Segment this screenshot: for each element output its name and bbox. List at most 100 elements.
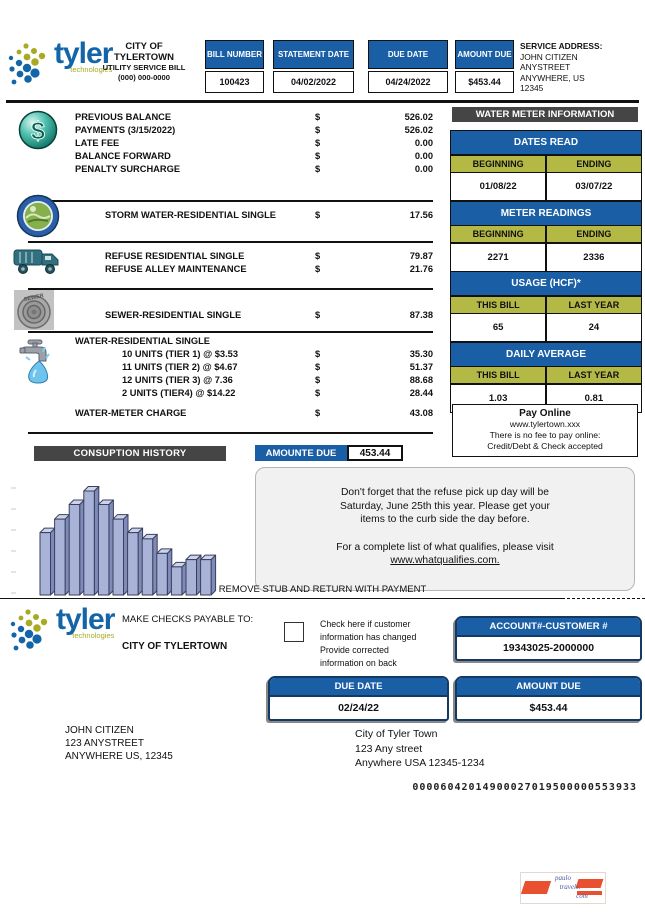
table-group-header: DATES READ [451,131,641,154]
org-phone: (000) 000-0000 [118,73,170,82]
table-col-header: BEGINNING [451,155,546,172]
charge-amount: 0.00 [414,151,433,162]
section-divider [28,200,433,202]
tyler-logo-stub: tyler technologies [8,603,115,656]
tyler-logo-dots-icon [8,43,46,85]
service-address-line: JOHN CITIZEN [520,51,578,62]
stub-divider [0,598,562,599]
brand-name: tyler [56,603,115,636]
tyler-logo: tyler technologies [6,39,113,90]
refuse-section: REFUSE RESIDENTIAL SINGLE $79.87 REFUSE A… [75,249,433,275]
stub-due-date-label: DUE DATE [270,678,447,697]
charge-label: 2 UNITS (TIER4) @ $14.22 [122,388,236,399]
account-number-label: ACCOUNT#-CUSTOMER # [457,618,640,637]
charge-label: REFUSE RESIDENTIAL SINGLE [105,250,245,261]
table-col-header: BEGINNING [451,226,546,242]
section-divider [28,241,433,243]
charge-row: 12 UNITS (TIER 3) @ 7.36 $88.68 [75,373,433,386]
due-date-header: DUE DATE [368,40,448,69]
charge-row: 2 UNITS (TIER4) @ $14.22 $28.44 [75,387,433,400]
currency-symbol: $ [315,164,321,175]
charge-amount: 526.02 [404,124,433,135]
consumption-history-title: CONSUPTION HISTORY [34,446,226,461]
org-block: CITY OF TYLERTOWN UTILITY SERVICE BILL (… [88,41,200,83]
notice-box: Don't forget that the refuse pick up day… [255,467,635,591]
table-cell: 2336 [546,243,641,271]
charge-label: PREVIOUS BALANCE [75,111,172,122]
sewer-section: SEWER-RESIDENTIAL SINGLE $87.38 [75,308,433,321]
statement-date-value: 04/02/2022 [273,71,354,93]
table-col-header: ENDING [546,226,641,242]
currency-symbol: $ [315,361,321,372]
charge-row: REFUSE RESIDENTIAL SINGLE $79.87 [75,249,433,262]
charge-label: PAYMENTS (3/15/2022) [75,124,176,135]
info-changed-checkbox[interactable] [284,622,304,642]
stub-due-date-box: DUE DATE 02/24/22 [268,676,449,721]
storm-water-icon [16,194,60,243]
charge-row: STORM WATER-RESIDENTIAL SINGLE $17.56 [75,208,433,221]
stub-due-date-value: 02/24/22 [338,702,379,714]
charge-row: PAYMENTS (3/15/2022) $526.02 [75,123,433,136]
water-group-header: WATER-RESIDENTIAL SINGLE [75,334,433,347]
tyler-logo-dots-icon [10,609,48,651]
water-section: WATER-RESIDENTIAL SINGLE [75,334,433,347]
brand-sub: technologies [72,631,115,640]
table-cell: 65 [451,314,546,341]
info-changed-note: Check here if customer information has c… [320,619,417,668]
whatqualifies-link[interactable]: www.whatqualifies.com. [390,555,500,566]
storm-section: STORM WATER-RESIDENTIAL SINGLE $17.56 [75,208,433,221]
water-meter-charge: WATER-METER CHARGE $43.08 [75,406,433,419]
notice-line: Saturday, June 25th this year. Please ge… [340,500,550,512]
table-group-header: USAGE (HCF)* [451,272,641,295]
charge-amount: 0.00 [414,137,433,148]
service-address-block: SERVICE ADDRESS: JOHN CITIZEN ANYSTREET … [520,41,640,94]
account-number-box: ACCOUNT#-CUSTOMER # 19343025-2000000 [455,616,642,661]
svg-text:$: $ [31,117,45,145]
bill-number-value: 100423 [205,71,264,93]
amount-due-value: $453.44 [455,71,514,93]
ocr-scanline-number: 00006042014900027019500000553933 [412,782,637,793]
charge-label: PENALTY SURCHARGE [75,164,181,175]
table-cell: 03/07/22 [546,173,641,200]
service-address-label: SERVICE ADDRESS: [520,41,603,51]
stub-amount-due-box: AMOUNT DUE $453.44 [455,676,642,721]
charge-amount: 51.37 [409,361,433,372]
sewer-cover-icon: SEWER [14,290,54,335]
table-cell: 24 [546,314,641,341]
bill-type: UTILITY SERVICE BILL [102,63,186,72]
due-date-value: 04/24/2022 [368,71,448,93]
table-col-header: LAST YEAR [546,367,641,383]
charge-amount: 79.87 [409,250,433,261]
table-group-header: METER READINGS [451,201,641,225]
notice-line: items to the curb side the day before. [360,514,530,525]
charge-label: 12 UNITS (TIER 3) @ 7.36 [122,374,233,385]
charge-row: PREVIOUS BALANCE $526.02 [75,110,433,123]
charge-row: WATER-METER CHARGE $43.08 [75,406,433,419]
charge-label: LATE FEE [75,137,120,148]
stub-amount-due-value: $453.44 [529,702,568,714]
table-cell: 2271 [451,243,546,271]
table-col-header: LAST YEAR [546,296,641,313]
currency-symbol: $ [315,250,321,261]
notice-line: For a complete list of what qualifies, p… [336,541,554,553]
watermark-text: paulo travels. com [555,874,588,900]
charge-row: REFUSE ALLEY MAINTENANCE $21.76 [75,262,433,275]
charge-label: 11 UNITS (TIER 2) @ $4.67 [122,361,238,372]
charge-row: LATE FEE $0.00 [75,136,433,149]
org-name-line1: CITY OF [125,41,163,52]
service-address-line: ANYSTREET [520,62,571,72]
currency-symbol: $ [315,151,321,162]
charge-label: SEWER-RESIDENTIAL SINGLE [105,309,242,320]
charge-row: 10 UNITS (TIER 1) @ $3.53 $35.30 [75,347,433,360]
charge-amount: 526.02 [404,111,433,122]
amount-due-bar-label: AMOUNTE DUE [255,445,347,461]
svg-text:SEWER: SEWER [23,293,44,303]
refuse-truck-icon [12,246,62,281]
currency-symbol: $ [315,124,321,135]
statement-date-header: STATEMENT DATE [273,40,354,69]
section-divider [28,288,433,290]
water-faucet-icon [16,338,60,395]
currency-symbol: $ [315,111,321,122]
watermark-logo: paulo travels. com [520,872,606,904]
currency-symbol: $ [315,374,321,385]
